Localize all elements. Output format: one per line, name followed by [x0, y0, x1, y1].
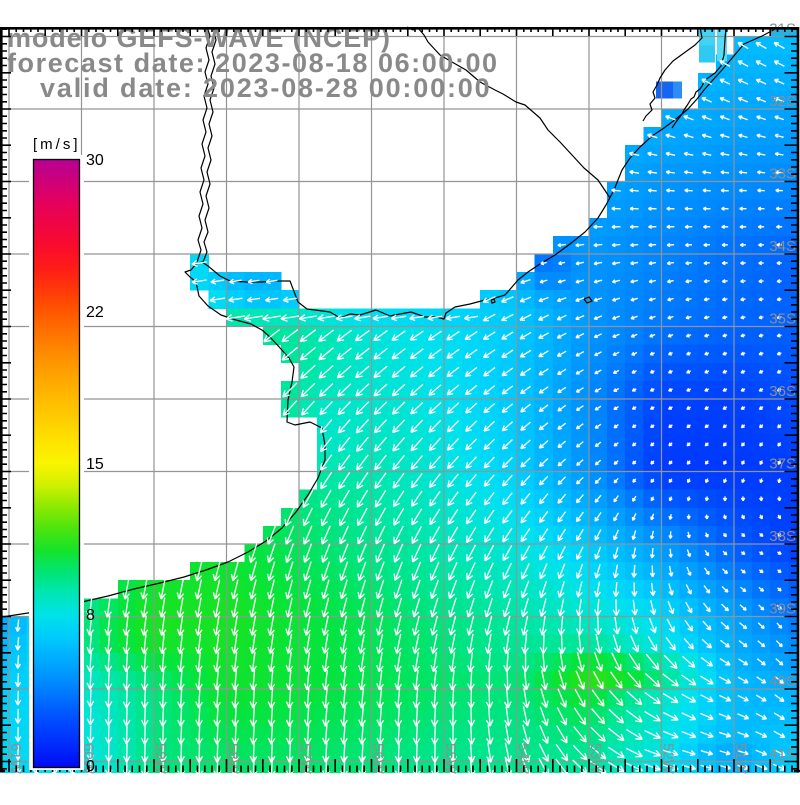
- svg-text:51W: 51W: [732, 743, 749, 775]
- svg-text:52W: 52W: [660, 743, 677, 775]
- svg-text:32S: 32S: [769, 93, 796, 110]
- svg-text:54W: 54W: [515, 743, 532, 775]
- svg-text:53W: 53W: [587, 743, 604, 775]
- svg-text:41S: 41S: [769, 746, 796, 763]
- svg-text:36S: 36S: [769, 383, 796, 400]
- svg-text:valid date: 2023-08-28 00:00:0: valid date: 2023-08-28 00:00:00: [40, 73, 491, 103]
- svg-text:8: 8: [86, 607, 95, 624]
- svg-text:35S: 35S: [769, 311, 796, 328]
- svg-text:forecast date: 2023-08-18 06:0: forecast date: 2023-08-18 06:00:00: [7, 48, 499, 78]
- svg-text:55W: 55W: [442, 743, 459, 775]
- svg-text:40S: 40S: [769, 673, 796, 690]
- svg-text:61W: 61W: [7, 743, 24, 775]
- svg-text:58W: 58W: [225, 743, 242, 775]
- svg-text:34S: 34S: [769, 238, 796, 255]
- svg-text:39S: 39S: [769, 601, 796, 618]
- svg-text:[m/s]: [m/s]: [33, 136, 81, 153]
- svg-text:0: 0: [86, 758, 95, 775]
- svg-text:38S: 38S: [769, 528, 796, 545]
- svg-text:57W: 57W: [297, 743, 314, 775]
- svg-text:15: 15: [86, 456, 104, 473]
- svg-text:33S: 33S: [769, 166, 796, 183]
- svg-text:37S: 37S: [769, 456, 796, 473]
- svg-text:59W: 59W: [152, 743, 169, 775]
- svg-text:56W: 56W: [370, 743, 387, 775]
- svg-text:22: 22: [86, 304, 104, 321]
- svg-text:30: 30: [86, 152, 104, 169]
